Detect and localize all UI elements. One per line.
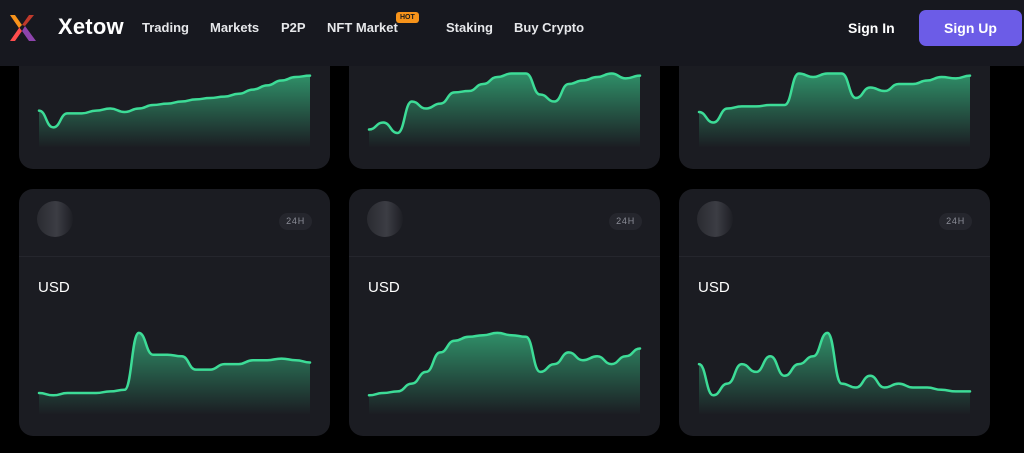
sparkline-line	[697, 331, 972, 397]
coin-icon	[37, 201, 73, 237]
market-card[interactable]: 24H USD	[679, 189, 990, 436]
price-sparkline	[37, 331, 312, 415]
sparkline-area	[699, 73, 970, 148]
sparkline-area	[369, 73, 640, 148]
sparkline-area	[39, 75, 310, 148]
coin-icon	[697, 201, 733, 237]
sparkline-area	[699, 332, 970, 415]
price-sparkline	[697, 72, 972, 148]
currency-label: USD	[698, 279, 730, 296]
period-badge: 24H	[609, 213, 642, 230]
sparkline-area	[39, 332, 310, 415]
nav-nft-market[interactable]: NFT Market	[327, 20, 398, 35]
card-divider	[679, 256, 990, 257]
sparkline-line	[367, 331, 642, 397]
sparkline-line	[37, 331, 312, 397]
market-card[interactable]: 24H USD	[19, 189, 330, 436]
sparkline-line	[697, 72, 972, 124]
sparkline-area	[369, 332, 640, 415]
price-sparkline	[37, 74, 312, 148]
nav-buy-crypto[interactable]: Buy Crypto	[514, 20, 585, 35]
price-sparkline	[367, 331, 642, 415]
nav-staking[interactable]: Staking	[446, 20, 493, 35]
hot-badge: HOT	[396, 12, 419, 23]
brand-name[interactable]: Xetow	[58, 14, 124, 39]
price-sparkline	[697, 331, 972, 415]
nav-markets[interactable]: Markets	[210, 20, 260, 35]
sign-in-link[interactable]: Sign In	[848, 20, 895, 36]
currency-label: USD	[368, 279, 400, 296]
nav-p2p[interactable]: P2P	[281, 20, 306, 35]
sparkline-line	[367, 72, 642, 135]
top-navbar: Xetow Trading Markets P2P NFT Market HOT…	[0, 0, 1024, 66]
market-card[interactable]: 24H USD	[349, 189, 660, 436]
card-divider	[349, 256, 660, 257]
coin-icon	[367, 201, 403, 237]
period-badge: 24H	[939, 213, 972, 230]
xetow-logo-icon[interactable]	[8, 12, 38, 44]
card-divider	[19, 256, 330, 257]
currency-label: USD	[38, 279, 70, 296]
price-sparkline	[367, 72, 642, 148]
sign-up-button[interactable]: Sign Up	[919, 10, 1022, 46]
nav-trading[interactable]: Trading	[142, 20, 189, 35]
sparkline-line	[37, 74, 312, 129]
period-badge: 24H	[279, 213, 312, 230]
